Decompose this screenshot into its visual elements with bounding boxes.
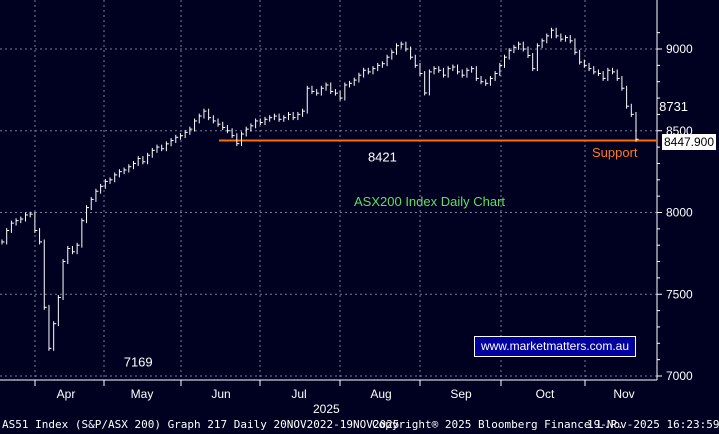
price-annotations: 7169842187319115 xyxy=(124,99,688,369)
y-tick-label: 7500 xyxy=(666,287,693,301)
x-axis-ticks: Apr May Jun Jul Aug Sep Oct Nov xyxy=(34,380,635,401)
watermark: www.marketmatters.com.au xyxy=(474,336,636,357)
y-tick-label: 9000 xyxy=(666,42,693,56)
x-tick-label: Jul xyxy=(291,387,306,401)
x-tick-label: Aug xyxy=(370,387,391,401)
price-annotation: 7169 xyxy=(124,354,153,369)
footer: AS51 Index (S&P/ASX 200) Graph 217 Daily… xyxy=(0,416,719,434)
footer-right: 19-Nov-2025 16:23:59 xyxy=(587,418,719,431)
x-tick-label: Nov xyxy=(613,387,634,401)
y-tick-label: 7000 xyxy=(666,369,693,383)
x-tick-label: May xyxy=(131,387,154,401)
price-bars xyxy=(1,27,639,351)
grid-lines xyxy=(0,0,657,380)
x-tick-label: Sep xyxy=(450,387,472,401)
footer-center: Copyright® 2025 Bloomberg Finance L.P. xyxy=(372,418,624,431)
support-label: Support xyxy=(592,145,638,160)
last-price-label: 8447.900 xyxy=(662,134,716,150)
x-tick-label: Jun xyxy=(211,387,230,401)
footer-left: AS51 Index (S&P/ASX 200) Graph 217 Daily… xyxy=(2,418,400,431)
price-annotation: 8731 xyxy=(659,99,688,114)
x-tick-label: Oct xyxy=(536,387,555,401)
chart-title: ASX200 Index Daily Chart xyxy=(354,194,505,209)
price-annotation: 8421 xyxy=(368,150,397,165)
y-tick-label: 8000 xyxy=(666,206,693,220)
year-label: 2025 xyxy=(313,402,340,416)
x-tick-label: Apr xyxy=(57,387,76,401)
